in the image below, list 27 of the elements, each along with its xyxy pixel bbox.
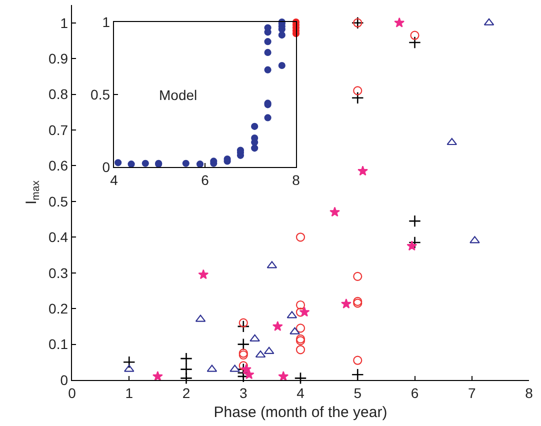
x-tick-label: 8 (525, 385, 534, 401)
x-tick-label: 1 (125, 385, 134, 401)
x-axis-title: Phase (month of the year) (214, 404, 388, 421)
x-tick-label: 8 (292, 172, 300, 188)
y-tick-label: 0.1 (48, 336, 68, 352)
x-tick-label: 7 (468, 385, 476, 401)
y-tick-label: 0.7 (48, 122, 68, 138)
x-tick-label: 6 (201, 172, 210, 188)
y-tick-label: 0 (60, 372, 68, 388)
y-tick-label: 0.8 (48, 86, 68, 102)
y-tick-label: 0 (102, 158, 110, 175)
y-tick-label: 1 (102, 14, 110, 30)
x-tick-label: 4 (296, 385, 305, 401)
y-tick-label: 0.6 (48, 158, 68, 174)
x-tick-label: 3 (239, 385, 248, 401)
x-tick-label: 4 (110, 172, 118, 188)
annotation: Model (159, 87, 198, 103)
y-tick-label: 0.9 (48, 50, 68, 66)
x-tick-label: 6 (410, 385, 419, 401)
y-tick-label: 1 (60, 14, 68, 31)
y-tick-label: 0.5 (48, 193, 68, 210)
y-tick-label: 0.5 (90, 86, 110, 102)
y-tick-label: 0.4 (48, 229, 68, 246)
x-tick-label: 2 (182, 385, 190, 401)
y-tick-label: 0.2 (48, 300, 68, 316)
x-tick-label: 5 (354, 385, 362, 401)
y-tick-label: 0.3 (48, 264, 68, 281)
